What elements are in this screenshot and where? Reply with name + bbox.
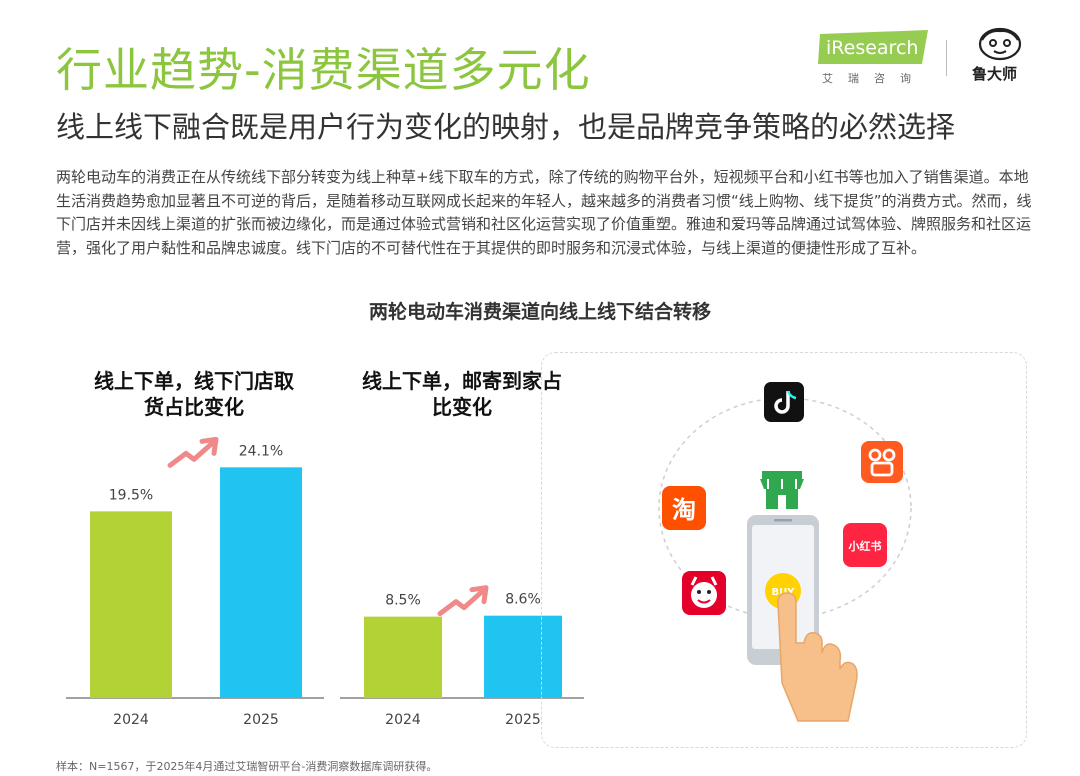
- buy-badge: BUY: [772, 587, 796, 598]
- tiktok-app-icon: [764, 382, 804, 422]
- chart-2-bar-2024: [364, 616, 442, 698]
- chart-2-title-line-1: 线上下单，邮寄到家占: [362, 369, 562, 393]
- body-paragraph: 两轮电动车的消费正在从传统线下部分转变为线上种草+线下取车的方式，除了传统的购物…: [56, 168, 1032, 257]
- logo-divider: [946, 40, 947, 76]
- chart-2-tick-label-2024: 2024: [385, 712, 421, 728]
- chart-1: 19.5% 2024 24.1% 2025: [66, 436, 324, 728]
- chart-1-bar-2024: [90, 511, 172, 698]
- iresearch-logo-cn: 艾瑞咨询: [822, 72, 926, 85]
- page-subtitle: 线上线下融合既是用户行为变化的映射，也是品牌竞争策略的必然选择: [56, 110, 956, 144]
- iresearch-logo-text: iResearch: [826, 37, 918, 59]
- chart-1-tick-label-2025: 2025: [243, 712, 279, 728]
- phone-icon: BUY: [747, 515, 819, 665]
- chart-2-title-line-2: 比变化: [432, 395, 492, 419]
- chart-1-title: 线上下单，线下门店取 货占比变化: [66, 368, 322, 420]
- chart-2-title: 线上下单，邮寄到家占 比变化: [340, 368, 584, 420]
- iresearch-logo: iResearch: [818, 28, 930, 72]
- chart-2-tick-label-2025: 2025: [505, 712, 541, 728]
- jd-app-icon: [682, 571, 726, 615]
- xiaohongshu-app-icon: 小红书: [843, 523, 887, 567]
- chart-2-data-label-2024: 8.5%: [385, 593, 421, 609]
- taobao-label: 淘: [672, 496, 696, 524]
- chart-1-trend-arrow-icon: [167, 436, 219, 468]
- section-title: 两轮电动车消费渠道向线上线下结合转移: [368, 301, 711, 323]
- chart-1-data-label-2025: 24.1%: [239, 443, 283, 459]
- page-title: 行业趋势-消费渠道多元化: [56, 43, 591, 97]
- kuaishou-app-icon: [861, 441, 903, 483]
- ludashi-logo-text: 鲁大师: [972, 65, 1018, 83]
- chart-2-bar-2025: [484, 615, 562, 698]
- taobao-app-icon: 淘: [662, 486, 706, 530]
- xiaohongshu-label: 小红书: [848, 539, 882, 553]
- store-icon: [760, 471, 804, 509]
- ludashi-logo-icon: [974, 26, 1026, 68]
- chart-2-data-label-2025: 8.6%: [505, 592, 541, 608]
- channel-illustration: 小红书 淘: [541, 352, 1027, 748]
- chart-1-title-line-1: 线上下单，线下门店取: [94, 369, 294, 393]
- chart-1-tick-label-2024: 2024: [113, 712, 149, 728]
- footnote: 样本：N=1567，于2025年4月通过艾瑞智研平台-消费洞察数据库调研获得。: [56, 760, 438, 773]
- chart-2-trend-arrow-icon: [437, 585, 489, 617]
- chart-1-data-label-2024: 19.5%: [109, 487, 153, 503]
- chart-2: 8.5% 2024 8.6% 2025: [340, 585, 584, 728]
- chart-1-title-line-2: 货占比变化: [144, 395, 244, 419]
- chart-1-bar-2025: [220, 467, 302, 698]
- hand-icon: [777, 592, 858, 722]
